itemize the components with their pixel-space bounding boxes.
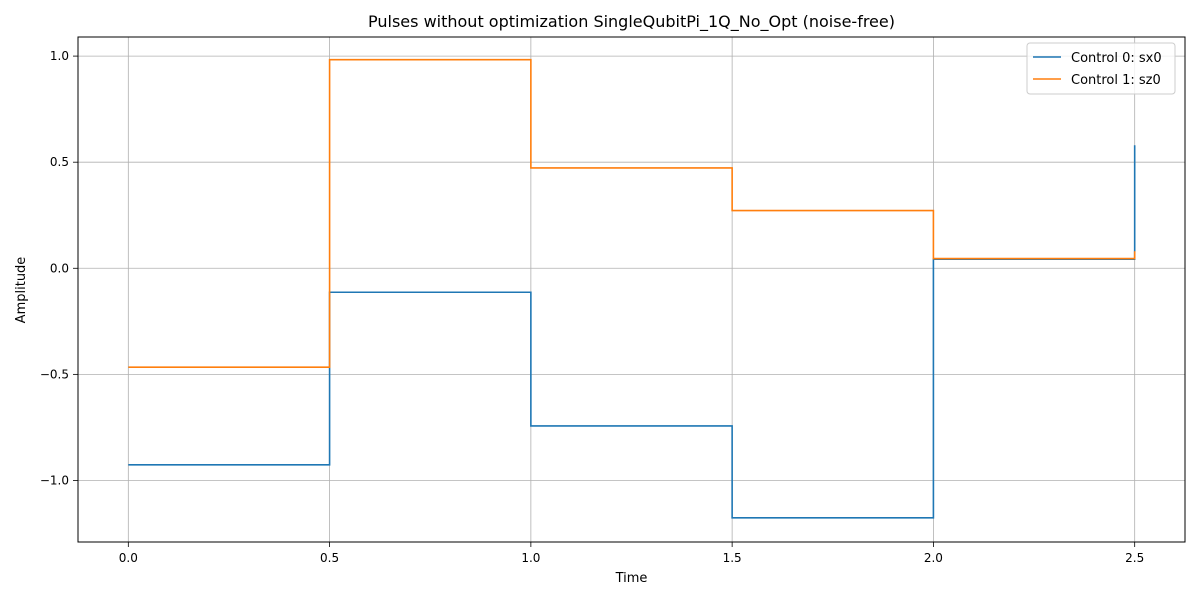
x-axis-ticks: 0.0 0.5 1.0 1.5 2.0 2.5 xyxy=(119,542,1144,565)
x-tick-label: 0.0 xyxy=(119,551,138,565)
chart-title: Pulses without optimization SingleQubitP… xyxy=(368,12,895,32)
legend-label-1: Control 1: sz0 xyxy=(1071,73,1161,88)
plot-frame xyxy=(77,36,1186,543)
x-tick-label: 0.5 xyxy=(320,551,339,565)
x-tick-label: 1.5 xyxy=(723,551,742,565)
y-tick-label: 0.0 xyxy=(50,261,69,275)
x-tick-label: 2.0 xyxy=(924,551,943,565)
y-tick-label: −1.0 xyxy=(40,473,69,487)
legend: Control 0: sx0 Control 1: sz0 xyxy=(1026,42,1176,95)
legend-box xyxy=(1026,42,1176,95)
y-tick-label: 0.5 xyxy=(50,155,69,169)
series-line-0 xyxy=(128,145,1136,519)
y-tick-label: −0.5 xyxy=(40,367,69,381)
grid-layer xyxy=(78,37,1185,542)
series-line-1 xyxy=(128,58,1136,368)
y-axis-ticks: −1.0 −0.5 0.0 0.5 1.0 xyxy=(40,49,78,487)
y-tick-label: 1.0 xyxy=(50,49,69,63)
x-tick-label: 2.5 xyxy=(1125,551,1144,565)
x-tick-label: 1.0 xyxy=(521,551,540,565)
legend-label-0: Control 0: sx0 xyxy=(1071,51,1162,66)
x-axis-label: Time xyxy=(615,571,648,586)
series-layer xyxy=(128,58,1136,519)
y-axis-label: Amplitude xyxy=(14,257,29,324)
